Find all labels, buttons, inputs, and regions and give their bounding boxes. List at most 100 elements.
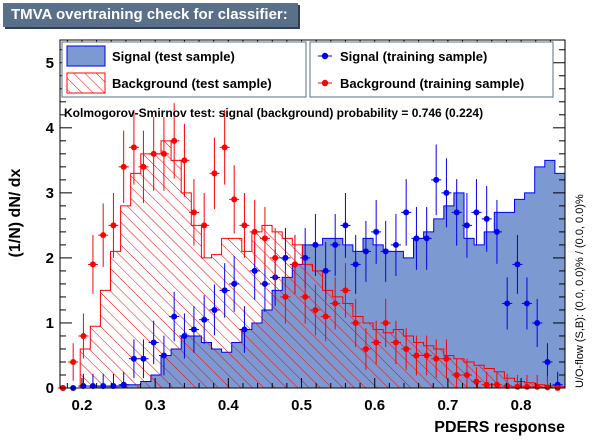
x-tick-label: 0.5 bbox=[291, 397, 312, 414]
plot-area bbox=[57, 103, 566, 391]
signal-train-point bbox=[382, 248, 389, 255]
background-train-point bbox=[261, 235, 268, 242]
background-train-point bbox=[282, 293, 289, 300]
signal-train-point bbox=[534, 319, 541, 326]
background-train-point bbox=[332, 300, 339, 307]
background-train-point bbox=[150, 150, 157, 157]
background-train-point bbox=[272, 254, 279, 261]
signal-train-point bbox=[231, 280, 238, 287]
background-train-point bbox=[433, 355, 440, 362]
background-train-point bbox=[322, 313, 329, 320]
background-train-point bbox=[190, 209, 197, 216]
signal-train-point bbox=[413, 235, 420, 242]
background-train-point bbox=[373, 339, 380, 346]
signal-train-point bbox=[302, 254, 309, 261]
background-train-point bbox=[413, 352, 420, 359]
signal-train-point bbox=[312, 241, 319, 248]
x-axis-label: PDERS response bbox=[434, 419, 565, 436]
signal-train-point bbox=[190, 326, 197, 333]
background-train-point bbox=[302, 293, 309, 300]
legend-swatch-signal-test bbox=[66, 45, 106, 67]
signal-train-point bbox=[201, 316, 208, 323]
signal-train-point bbox=[332, 241, 339, 248]
background-train-point bbox=[120, 163, 127, 170]
legend-label-background-test: Background (test sample) bbox=[112, 76, 272, 91]
signal-train-point bbox=[514, 261, 521, 268]
background-train-point bbox=[70, 358, 77, 365]
background-train-point bbox=[312, 306, 319, 313]
signal-train-point bbox=[443, 189, 450, 196]
background-train-point bbox=[534, 383, 541, 390]
y-tick-label: 2 bbox=[46, 250, 54, 267]
background-train-point bbox=[291, 261, 298, 268]
background-train-point bbox=[80, 332, 87, 339]
x-tick-label: 0.6 bbox=[364, 397, 385, 414]
background-train-point bbox=[342, 287, 349, 294]
background-train-point bbox=[403, 345, 410, 352]
legend-label-signal-train: Signal (training sample) bbox=[340, 49, 487, 64]
background-train-point bbox=[493, 381, 500, 388]
background-train-point bbox=[241, 222, 248, 229]
signal-train-point bbox=[140, 355, 147, 362]
background-train-point bbox=[110, 222, 117, 229]
signal-train-point bbox=[120, 381, 127, 388]
x-tick-label: 0.7 bbox=[437, 397, 458, 414]
y-tick-label: 4 bbox=[46, 120, 55, 137]
background-train-point bbox=[221, 144, 228, 151]
y-tick-label: 1 bbox=[46, 315, 54, 332]
plot-frame bbox=[59, 39, 566, 389]
background-train-point bbox=[140, 163, 147, 170]
legend-marker-signal-train bbox=[321, 52, 329, 60]
background-train-point bbox=[483, 381, 490, 388]
background-train-point bbox=[352, 319, 359, 326]
signal-train-point bbox=[453, 209, 460, 216]
signal-train-point bbox=[241, 326, 248, 333]
overflow-label: U/O-flow (S,B): (0.0, 0.0)% / (0.0, 0.0)… bbox=[574, 194, 586, 388]
signal-train-point bbox=[544, 358, 551, 365]
background-train-point bbox=[251, 228, 258, 235]
signal-train-point bbox=[221, 287, 228, 294]
legend-label-background-train: Background (training sample) bbox=[340, 76, 524, 91]
background-train-point bbox=[392, 339, 399, 346]
background-train-point bbox=[89, 261, 96, 268]
background-train-point bbox=[160, 150, 167, 157]
signal-train-point bbox=[150, 339, 157, 346]
background-train-point bbox=[130, 144, 137, 151]
signal-train-point bbox=[463, 222, 470, 229]
x-tick-label: 0.2 bbox=[72, 397, 93, 414]
background-train-point bbox=[473, 378, 480, 385]
signal-train-point bbox=[433, 176, 440, 183]
x-tick-label: 0.4 bbox=[218, 397, 240, 414]
signal-train-point bbox=[171, 313, 178, 320]
signal-train-point bbox=[251, 267, 258, 274]
signal-train-point bbox=[322, 267, 329, 274]
background-train-point bbox=[544, 384, 551, 391]
background-train-point bbox=[100, 232, 107, 239]
background-train-point bbox=[463, 371, 470, 378]
signal-train-point bbox=[130, 355, 137, 362]
signal-train-point bbox=[160, 352, 167, 359]
y-tick-label: 5 bbox=[46, 55, 54, 72]
signal-train-point bbox=[523, 300, 530, 307]
signal-train-point bbox=[362, 248, 369, 255]
background-train-point bbox=[181, 157, 188, 164]
signal-train-point bbox=[493, 228, 500, 235]
background-train-point bbox=[171, 137, 178, 144]
background-train-point bbox=[514, 383, 521, 390]
y-axis-label: (1/N) dN/ dx bbox=[7, 168, 24, 257]
signal-train-point bbox=[352, 261, 359, 268]
signal-train-point bbox=[282, 254, 289, 261]
signal-train-point bbox=[504, 300, 511, 307]
background-train-point bbox=[211, 170, 218, 177]
chart-title: TMVA overtraining check for classifier: … bbox=[3, 3, 298, 47]
ks-test-annotation: Kolmogorov-Smirnov test: signal (backgro… bbox=[64, 106, 483, 120]
legend-label-signal-test: Signal (test sample) bbox=[112, 49, 235, 64]
signal-train-point bbox=[261, 280, 268, 287]
signal-train-point bbox=[473, 209, 480, 216]
x-tick-label: 0.8 bbox=[511, 397, 532, 414]
background-train-point bbox=[382, 319, 389, 326]
signal-train-point bbox=[483, 215, 490, 222]
background-train-point bbox=[231, 196, 238, 203]
background-train-point bbox=[453, 371, 460, 378]
